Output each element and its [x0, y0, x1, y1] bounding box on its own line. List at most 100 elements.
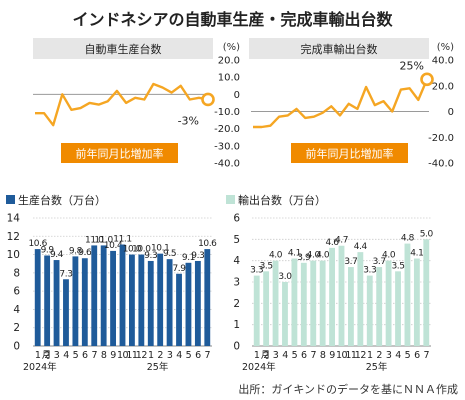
bar1-bar: [338, 245, 345, 346]
line1-end-marker: [420, 72, 434, 87]
bar1-ytick-label: 6: [233, 213, 240, 225]
bar1-value-label: 3.3: [363, 266, 376, 276]
bar1-bar: [329, 247, 335, 346]
line0-ytick-label: 10.0: [218, 73, 240, 84]
bar0-bar: [119, 244, 126, 346]
bar0-title: 生産台数（万台）: [18, 193, 106, 207]
bar1-xtick-label: 10: [336, 350, 348, 361]
bar1-bar: [291, 258, 298, 346]
bar0-value-label: 11.1: [113, 235, 131, 245]
bar0-year-label-2025: 25年: [147, 361, 169, 373]
bar0-value-label: 9.5: [163, 249, 176, 259]
bar1-bar: [272, 260, 279, 346]
bar1-xtick-label: 3: [386, 350, 392, 361]
bar0-xtick-label: 4: [176, 350, 182, 361]
bar1-ytick-label: 2: [233, 298, 240, 310]
line1-series: [253, 78, 429, 129]
line0-ytick-label: -10.0: [214, 107, 240, 118]
bar1-value-label: 4.1: [288, 249, 301, 259]
bar0-value-label: 11.0: [94, 235, 113, 245]
line0-ytick-label: 0: [234, 90, 240, 101]
bar1-bar: [376, 267, 383, 346]
bar0-bar: [63, 279, 69, 346]
bar0-value-label: 9.9: [41, 245, 55, 255]
line1-ytick-label: 40.0: [432, 56, 454, 67]
bar0-value-label: 9.8: [69, 246, 83, 256]
bar0-value-label: 7.9: [172, 264, 186, 274]
bar1-bar: [348, 267, 354, 346]
bar1-value-label: 4.4: [354, 242, 368, 252]
bar1-value-label: 5.0: [420, 229, 434, 239]
bar0-value-label: 9.6: [78, 248, 92, 258]
bar1-xtick-label: 6: [301, 350, 307, 361]
bar0-bar: [138, 254, 145, 346]
bar1-bar: [300, 262, 307, 346]
bar0-value-label: 10.1: [151, 244, 169, 254]
bar0-xtick-label: 9: [110, 350, 116, 361]
bar1-value-label: 4.0: [307, 251, 321, 261]
bar0-value-label: 10.4: [104, 241, 123, 251]
bar1-xtick-label: 6: [414, 350, 420, 361]
bar1-value-label: 4.0: [382, 251, 396, 261]
bar1-xtick-label: 4: [395, 350, 401, 361]
line0-title: 自動車生産台数: [85, 42, 162, 56]
bar0-value-label: 11.0: [85, 235, 104, 245]
line1-unit: (%): [437, 42, 454, 53]
bar0-value-label: 9.4: [50, 250, 64, 260]
bar0-xtick-label: 5: [186, 350, 192, 361]
bar1-xtick-label: 4: [282, 350, 288, 361]
bar0-value-label: 7.3: [59, 269, 72, 279]
bar1-ytick-label: 5: [233, 234, 240, 246]
bar1-xtick-label: 3: [273, 350, 279, 361]
bar0-bar: [194, 260, 201, 346]
bar0-xtick-label: 11: [126, 350, 138, 361]
bar0-bar: [157, 253, 164, 346]
bar1-xtick-label: 8: [320, 350, 326, 361]
bar1-legend-swatch: [226, 195, 235, 204]
line1-ytick-label: -20.0: [428, 133, 454, 144]
bar1-xtick-label: 12: [355, 350, 367, 361]
line1-ytick-label: 0: [448, 107, 454, 118]
bar0-value-label: 10.0: [123, 245, 142, 255]
bar0-value-label: 9.1: [182, 253, 195, 263]
bar1-xtick-label: 7: [310, 350, 316, 361]
line0-annotation: 前年同月比増加率: [76, 147, 164, 161]
bar0-xtick-label: 5: [73, 350, 79, 361]
bar1-xtick-label: 5: [292, 350, 298, 361]
bar0-legend-swatch: [6, 195, 15, 204]
line0-ytick-label: -30.0: [214, 141, 240, 152]
line1-end-label: 25%: [400, 59, 424, 72]
line1-annotation-bg: [291, 143, 408, 163]
bar1-bar: [385, 260, 392, 346]
bar1-ytick-label: 3: [233, 277, 240, 289]
bar1-xtick-label: 2: [263, 350, 269, 361]
line0-annotation-bg: [61, 143, 178, 163]
bar1-value-label: 3.7: [373, 257, 386, 267]
bar1-value-label: 4.6: [326, 238, 340, 248]
bar1-value-label: 3.5: [391, 261, 404, 271]
line1-title-bg: [249, 38, 429, 59]
bar1-xtick-label: 1: [367, 350, 373, 361]
bar1-value-label: 4.1: [410, 249, 423, 259]
bar1-ytick-label: 4: [233, 255, 240, 267]
bar0-bar: [204, 249, 211, 346]
bar1-xtick-label: 2: [376, 350, 382, 361]
bar1-bar: [319, 260, 326, 346]
line1-annotation: 前年同月比増加率: [306, 147, 394, 161]
bar1-xtick-label: 7: [424, 350, 430, 361]
bar0-ytick-label: 0: [13, 341, 20, 353]
bar0-xtick-label: 10: [117, 350, 129, 361]
bar1-year-label-2025: 25年: [366, 361, 388, 373]
bar0-xtick-label: 6: [82, 350, 88, 361]
line0-end-marker: [201, 92, 215, 107]
bar0-xtick-label: 2: [157, 350, 163, 361]
bar1-value-label: 4.0: [316, 251, 330, 261]
bar0-value-label: 9.3: [191, 251, 204, 261]
line0-ytick-label: -40.0: [214, 159, 240, 170]
bar0-xtick-label: 4: [63, 350, 69, 361]
line0-series: [35, 82, 209, 127]
bar1-bar: [395, 271, 401, 346]
bar1-month-unit: 月: [261, 350, 271, 361]
bar0-xtick-label: 8: [101, 350, 107, 361]
